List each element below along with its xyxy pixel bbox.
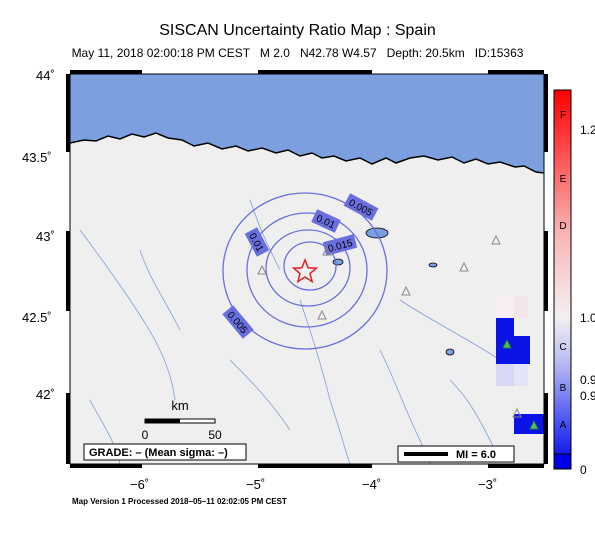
lon-tick-label: −4˚ (362, 477, 382, 492)
svg-text:km: km (171, 398, 188, 413)
colorbar-value: 0 (580, 463, 587, 477)
event-id: ID:15363 (474, 46, 524, 60)
colorbar-letter: F (560, 110, 566, 121)
lon-tick-label: −3˚ (478, 477, 498, 492)
stations (257, 234, 522, 418)
svg-text:50: 50 (208, 428, 222, 442)
station-triangle-icon (257, 264, 267, 275)
event-magnitude: M 2.0 (259, 46, 290, 60)
lake (445, 348, 455, 356)
station-triangle-icon (317, 309, 327, 320)
station-triangle-icon (401, 285, 411, 296)
colorbar-value: 0.9 (580, 389, 595, 403)
svg-text:0: 0 (142, 428, 149, 442)
svg-text:GRADE: – (Mean sigma: –): GRADE: – (Mean sigma: –) (89, 447, 228, 459)
grade-box: GRADE: – (Mean sigma: –) (83, 443, 247, 461)
event-datetime: May 11, 2018 02:00:18 PM CEST (71, 46, 250, 60)
epicenter-star-icon (291, 257, 319, 284)
lake (428, 262, 438, 268)
uncertainty-cells (496, 296, 544, 434)
scale-bar: km 0 50 (142, 398, 222, 442)
station-triangle-icon (491, 234, 501, 245)
colorbar-letter: D (559, 221, 566, 232)
coastline (69, 132, 545, 174)
lat-tick-label: 42˚ (36, 387, 55, 402)
station-triangle-icon (529, 420, 539, 430)
svg-text:MI = 6.0: MI = 6.0 (456, 449, 496, 461)
lon-tick-label: −5˚ (246, 477, 266, 492)
rivers (79, 199, 501, 465)
colorbar: F E D C B A 1.2 1.0 0.9 0.9 0 (553, 89, 595, 477)
frame-ticks (66, 70, 548, 468)
lon-tick-label: −6˚ (130, 477, 150, 492)
colorbar-letter: E (560, 174, 567, 185)
lat-tick-label: 44˚ (36, 68, 55, 83)
lat-tick-label: 43˚ (36, 229, 55, 244)
colorbar-value: 1.2 (580, 123, 595, 137)
uncertainty-contours (222, 192, 388, 350)
colorbar-letter: C (559, 342, 566, 353)
colorbar-letter: A (560, 420, 567, 431)
station-triangle-icon (512, 407, 522, 418)
colorbar-value: 1.0 (580, 311, 595, 325)
sea-area (70, 74, 544, 173)
lake (332, 258, 344, 266)
event-depth: Depth: 20.5km (386, 46, 465, 60)
station-triangle-icon (322, 245, 332, 256)
event-coords: N42.78 W4.57 (299, 46, 377, 60)
station-triangle-icon (502, 339, 512, 349)
colorbar-value: 0.9 (580, 373, 595, 387)
event-subtitle: May 11, 2018 02:00:18 PM CEST M 2.0 N42.… (0, 46, 595, 60)
lat-tick-label: 43.5˚ (22, 150, 52, 165)
map-title: SISCAN Uncertainty Ratio Map : Spain (159, 22, 436, 39)
mi-legend: MI = 6.0 (397, 445, 515, 463)
station-triangle-icon (459, 261, 469, 272)
lat-tick-label: 42.5˚ (22, 310, 52, 325)
colorbar-letter: B (560, 383, 567, 394)
processing-footer: Map Version 1 Processed 2018–05–11 02:02… (72, 497, 287, 506)
